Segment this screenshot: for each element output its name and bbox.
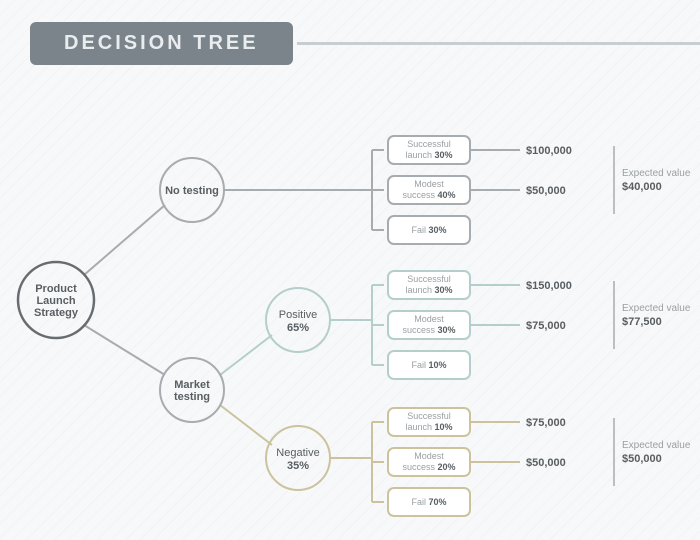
page-title: DECISION TREE (30, 22, 293, 65)
outcome-row: Successful launch 10% $75,000 (388, 408, 566, 436)
ev-value: $77,500 (622, 316, 662, 328)
svg-text:Modest: Modest (414, 314, 444, 324)
outcome-label: Modest (414, 451, 444, 461)
outcome-label: Modest (414, 179, 444, 189)
outcome-value: $75,000 (526, 417, 566, 429)
node-no-testing-label: No testing (165, 185, 219, 197)
outcome-label2: launch (405, 422, 432, 432)
decision-tree-svg: Product Launch Strategy No testing Marke… (0, 0, 700, 540)
root-label-1: Product (35, 283, 77, 295)
svg-text:Fail 30%: Fail 30% (411, 225, 446, 235)
svg-text:Successful: Successful (407, 274, 451, 284)
outcome-value: $50,000 (526, 185, 566, 197)
outcome-label: Successful (407, 139, 451, 149)
svg-text:Fail 70%: Fail 70% (411, 497, 446, 507)
edge-market-negative (220, 405, 272, 445)
node-negative-label-2: 35% (287, 460, 309, 472)
outcome-row: Fail 10% (388, 351, 470, 379)
outcome-value: $50,000 (526, 457, 566, 469)
ev-label: Expected value (622, 440, 691, 451)
outcome-row: Fail 30% (388, 216, 470, 244)
outcome-label2: success (402, 190, 435, 200)
outcome-row: Successful launch 30% $150,000 (388, 271, 572, 299)
outcome-label2: success (402, 462, 435, 472)
outcome-label2: launch (405, 285, 432, 295)
outcome-pct: 20% (438, 462, 456, 472)
outcome-label: Modest (414, 314, 444, 324)
outcome-pct: 30% (438, 325, 456, 335)
node-negative-label-1: Negative (276, 447, 319, 459)
outcome-row: Fail 70% (388, 488, 470, 516)
ev-value: $50,000 (622, 453, 662, 465)
svg-text:Modest: Modest (414, 179, 444, 189)
root-label-3: Strategy (34, 307, 79, 319)
outcome-label: Successful (407, 411, 451, 421)
outcome-label: Fail (411, 497, 426, 507)
svg-text:Fail 10%: Fail 10% (411, 360, 446, 370)
svg-text:Successful: Successful (407, 139, 451, 149)
svg-text:launch 30%: launch 30% (405, 150, 452, 160)
svg-text:launch 30%: launch 30% (405, 285, 452, 295)
node-market-testing-label-1: Market (174, 379, 210, 391)
outcome-row: Modest success 40% $50,000 (388, 176, 566, 204)
outcome-group-positive: Successful launch 30% $150,000 Modest su… (388, 271, 691, 379)
outcome-pct: 40% (438, 190, 456, 200)
edge-root-market (84, 325, 165, 375)
outcome-group-negative: Successful launch 10% $75,000 Modest suc… (388, 408, 691, 516)
outcome-group-notest: Successful launch 30% $100,000 Modest su… (388, 136, 691, 244)
svg-text:launch 10%: launch 10% (405, 422, 452, 432)
outcome-row: Modest success 20% $50,000 (388, 448, 566, 476)
edge-root-notest (84, 205, 165, 275)
ev-label: Expected value (622, 303, 691, 314)
outcome-value: $150,000 (526, 280, 572, 292)
title-bar: DECISION TREE (30, 22, 700, 64)
node-positive-label-1: Positive (279, 309, 318, 321)
outcome-label2: launch (405, 150, 432, 160)
svg-text:success 40%: success 40% (402, 190, 455, 200)
ev-label: Expected value (622, 168, 691, 179)
root-label-2: Launch (36, 295, 75, 307)
outcome-row: Successful launch 30% $100,000 (388, 136, 572, 164)
outcome-pct: 10% (429, 360, 447, 370)
outcome-label: Successful (407, 274, 451, 284)
node-positive-label-2: 65% (287, 322, 309, 334)
title-rule (297, 42, 700, 45)
outcome-pct: 30% (435, 150, 453, 160)
outcome-pct: 10% (435, 422, 453, 432)
outcome-pct: 30% (435, 285, 453, 295)
svg-text:success 30%: success 30% (402, 325, 455, 335)
ev-value: $40,000 (622, 181, 662, 193)
outcome-value: $75,000 (526, 320, 566, 332)
outcome-label: Fail (411, 360, 426, 370)
outcome-value: $100,000 (526, 145, 572, 157)
edge-market-positive (220, 335, 272, 375)
outcome-label2: success (402, 325, 435, 335)
outcome-pct: 70% (429, 497, 447, 507)
outcome-label: Fail (411, 225, 426, 235)
node-market-testing-label-2: testing (174, 391, 210, 403)
svg-text:success 20%: success 20% (402, 462, 455, 472)
outcome-pct: 30% (429, 225, 447, 235)
svg-text:Modest: Modest (414, 451, 444, 461)
svg-text:Successful: Successful (407, 411, 451, 421)
outcome-row: Modest success 30% $75,000 (388, 311, 566, 339)
